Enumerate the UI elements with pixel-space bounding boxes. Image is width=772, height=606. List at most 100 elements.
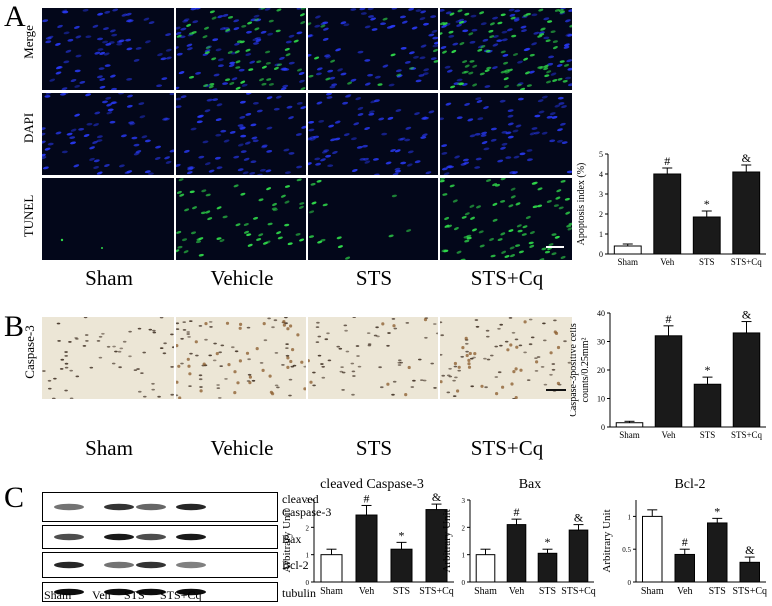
significance-mark: & [742,151,752,165]
y-axis-label: Arbitrary Unit [281,509,293,572]
y-tick-label: 40 [597,309,605,318]
y-tick-label: 30 [597,338,605,347]
significance-mark: & [432,492,442,504]
significance-mark: * [714,504,720,518]
fluor-image-tunel-vehicle [176,178,306,260]
fluor-image-tunel-sham [42,178,174,260]
apoptosis-index-chart: 0 1 2 3 4 5 Apoptosis index (%) Sham # Veh * STS & ST… [576,150,766,267]
bcl2-chart: 0 0.5 1 Arbitrary Unit Sham # Veh * STS & STS+Cq [601,500,767,597]
col-label-b-sham: Sham [85,436,133,460]
col-label-sts: STS [355,266,393,290]
bar-sts-cq [732,332,761,428]
significance-mark: * [399,528,405,542]
bax-chart: 0 1 2 3 Arbitrary Unit Sham # Veh * STS & STS+Cq [441,497,596,597]
significance-mark: & [574,511,584,525]
y-tick-label: 0 [628,579,632,587]
lane-label-sts: STS [124,588,145,602]
y-tick-label: 2 [462,524,466,532]
lane-label-sham: Sham [44,588,72,602]
category-label: STS+Cq [731,430,763,440]
category-label: Sham [617,257,638,267]
lane-label-veh: Veh [92,588,111,602]
bar-sts [390,548,413,583]
caspase3-positive-chart: 0 10 20 30 40 Caspase-3positive cellscounts/0… [570,308,766,440]
y-tick-label: 5 [599,150,603,159]
bar-sts [537,552,558,583]
lane-label-sts-cq: STS+Cq [160,588,202,602]
category-label: STS+Cq [419,586,454,597]
y-tick-label: 3 [599,190,603,199]
y-tick-label: 20 [597,366,605,375]
bar-sts [707,522,728,583]
ihc-image-sts-cq [440,317,572,399]
bar-sham [320,554,343,583]
significance-mark: & [742,308,752,322]
fluor-image-dapi-sham [42,93,174,175]
y-tick-label: 0 [599,250,603,259]
cleaved-caspase3-chart: 0 1 2 3 Arbitrary Unit Sham # Veh * STS & STS+Cq [281,492,454,597]
chart-title-bcl2: Bcl-2 [674,477,706,492]
blot-label-cleaved-caspase3: cleaved Caspase-3 [282,492,332,519]
category-label: Sham [320,586,343,597]
col-label-sham: Sham [85,266,133,290]
panel-letter-c: C [4,481,25,514]
bar-sts-cq [568,529,589,583]
blot-strip-tubulin [42,582,278,602]
y-tick-label: 0 [306,579,310,587]
category-label: Sham [619,430,640,440]
fluor-image-tunel-sts-cq [440,178,572,260]
row-label-dapi: DAPI [21,112,36,144]
fluor-image-merge-sts-cq [440,8,572,90]
bar-veh [653,173,682,255]
row-label-tunel: TUNEL [21,194,36,238]
category-label: STS [539,586,556,597]
bar-veh [654,335,683,428]
y-tick-label: 1 [462,552,466,560]
significance-mark: & [745,543,755,557]
y-tick-label: 10 [597,395,605,404]
fluor-image-merge-sts [308,8,438,90]
fluor-image-dapi-sts [308,93,438,175]
y-tick-label: 0.5 [622,546,631,554]
y-tick-label: 3 [306,497,310,505]
col-label-b-sts: STS [355,436,393,460]
bar-sts-cq [739,561,760,583]
significance-mark: * [705,363,711,377]
col-label-sts-cq: STS+Cq [470,266,544,290]
category-label: STS [700,430,716,440]
chart-title-cleaved-caspase3: cleaved Caspase-3 [320,477,424,492]
row-label-caspase3: Caspase-3 [22,325,37,379]
col-label-b-sts-cq: STS+Cq [470,436,544,460]
col-label-vehicle: Vehicle [210,266,274,290]
fluor-image-dapi-vehicle [176,93,306,175]
bar-veh [355,514,378,583]
category-label: STS+Cq [731,257,763,267]
y-tick-label: 0 [601,423,605,432]
col-label-b-vehicle: Vehicle [210,436,274,460]
fluor-image-dapi-sts-cq [440,93,572,175]
fluor-image-merge-sham [42,8,174,90]
y-tick-label: 4 [599,170,603,179]
panel-letter-b: B [4,310,25,343]
y-axis-label: Arbitrary Unit [441,509,453,572]
y-tick-label: 1 [599,230,603,239]
significance-mark: * [704,197,710,211]
fluor-image-tunel-sts [308,178,438,260]
blot-strip-cleaved-caspase3 [42,492,278,522]
ihc-image-vehicle [176,317,306,399]
y-axis-label-2: counts/0.25mm² [580,338,591,403]
bar-sts [693,383,722,428]
blot-strip-bcl2 [42,552,278,578]
bar-sham [642,515,663,583]
category-label: Sham [474,586,497,597]
category-label: STS [699,257,715,267]
y-tick-label: 1 [306,552,310,560]
category-label: STS+Cq [561,586,596,597]
blot-strip-bax [42,525,278,549]
significance-mark: # [664,154,670,168]
category-label: Veh [677,586,693,597]
bar-sts [692,216,721,255]
category-label: Sham [641,586,664,597]
y-tick-label: 2 [306,524,310,532]
significance-mark: * [545,535,551,549]
